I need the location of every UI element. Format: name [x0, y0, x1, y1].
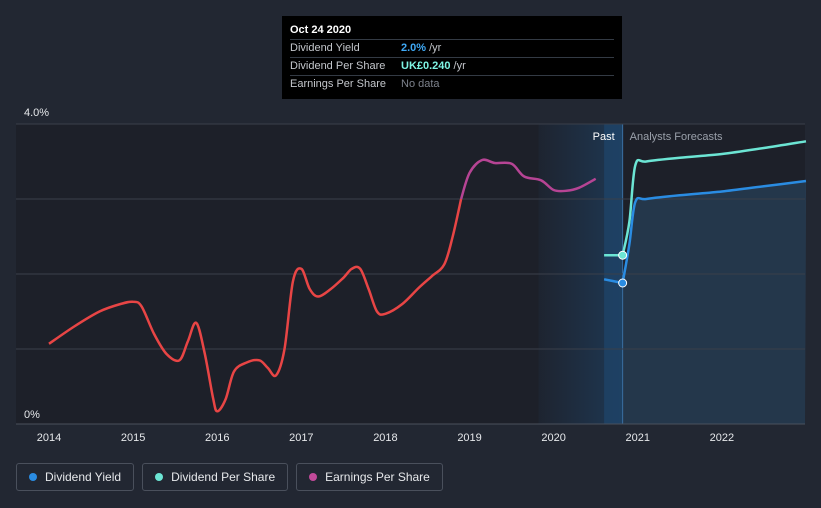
dividend-yield-forecast-line: [621, 179, 807, 284]
dividend-yield-marker: [618, 278, 628, 288]
tooltip: Oct 24 2020 Dividend Yield 2.0% /yr Divi…: [282, 16, 622, 99]
tooltip-value: UK£0.240: [401, 60, 451, 72]
forecast-region-label: Analysts Forecasts: [630, 131, 723, 143]
legend-label: Dividend Yield: [45, 470, 122, 484]
legend-label: Earnings Per Share: [325, 470, 430, 484]
forecast-area: [622, 181, 806, 424]
legend-item-dividend-per-share[interactable]: Dividend Per Share: [142, 463, 289, 491]
dividend-yield-line: [48, 198, 463, 413]
legend-dot-icon: [155, 473, 164, 481]
dividend-per-share-marker: [618, 250, 628, 260]
tooltip-value: 2.0%: [401, 42, 427, 54]
tooltip-row-earnings-per-share: Earnings Per Share No data: [290, 75, 614, 93]
tooltip-value: No data: [401, 78, 440, 90]
x-tick-label: 2018: [373, 432, 397, 444]
legend-item-earnings-per-share[interactable]: Earnings Per Share: [296, 463, 443, 491]
past-region-label: Past: [593, 131, 615, 143]
earnings-per-share-line: [459, 158, 597, 200]
legend-label: Dividend Per Share: [171, 470, 276, 484]
x-tick-label: 2020: [541, 432, 565, 444]
tooltip-date: Oct 24 2020: [290, 24, 352, 36]
tooltip-row-dividend-per-share: Dividend Per Share UK£0.240 /yr: [290, 57, 614, 75]
y-tick-label: 4.0%: [24, 107, 49, 119]
legend-item-dividend-yield[interactable]: Dividend Yield: [16, 463, 135, 491]
tooltip-unit: /yr: [453, 60, 466, 72]
legend-dot-icon: [309, 473, 318, 481]
x-tick-label: 2021: [626, 432, 650, 444]
tooltip-label: Dividend Yield: [290, 42, 360, 54]
x-tick-label: 2022: [710, 432, 734, 444]
tooltip-label: Dividend Per Share: [290, 60, 386, 72]
tooltip-unit: /yr: [429, 42, 442, 54]
dividend-per-share-forecast-line: [621, 140, 807, 256]
tooltip-label: Earnings Per Share: [290, 78, 386, 90]
y-tick-label: 0%: [24, 409, 40, 421]
legend: Dividend Yield Dividend Per Share Earnin…: [16, 463, 443, 491]
x-tick-label: 2017: [289, 432, 313, 444]
x-tick-label: 2014: [37, 432, 61, 444]
tooltip-row-dividend-yield: Dividend Yield 2.0% /yr: [290, 39, 614, 57]
x-tick-label: 2016: [205, 432, 229, 444]
x-tick-label: 2015: [121, 432, 145, 444]
legend-dot-icon: [29, 473, 37, 481]
x-tick-label: 2019: [457, 432, 481, 444]
